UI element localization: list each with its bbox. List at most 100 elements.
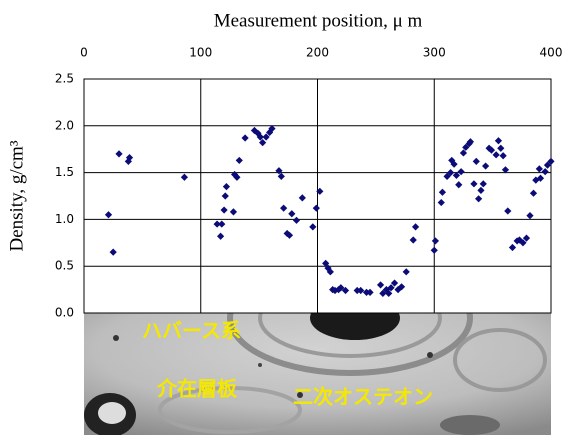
data-point	[508, 243, 517, 252]
data-point	[256, 133, 264, 141]
data-point	[431, 237, 440, 245]
data-point	[497, 144, 505, 152]
y-axis-title: Density, g/cm³	[6, 140, 27, 251]
annotation: 介在層板	[156, 377, 238, 401]
data-point	[376, 281, 385, 289]
data-point	[430, 246, 438, 254]
data-point	[526, 212, 534, 220]
data-point	[125, 154, 134, 162]
y-tick-label: 0.0	[55, 306, 74, 320]
data-point	[452, 171, 461, 180]
data-point	[216, 232, 225, 240]
data-point	[312, 204, 320, 212]
data-point	[482, 162, 490, 170]
data-point	[104, 211, 113, 219]
x-tick-label: 0	[80, 46, 88, 60]
y-tick-label: 1.5	[55, 165, 74, 179]
data-point	[241, 134, 249, 142]
data-point	[450, 160, 458, 168]
data-point	[437, 198, 445, 207]
data-point	[337, 284, 345, 292]
data-point	[250, 126, 259, 135]
data-point	[326, 268, 334, 276]
data-point	[438, 188, 447, 196]
data-point	[515, 236, 524, 244]
data-point	[492, 151, 500, 159]
data-point	[455, 181, 463, 189]
data-point	[292, 216, 301, 224]
data-point	[322, 259, 330, 267]
annotation: ハバース系	[142, 319, 241, 343]
data-point	[280, 204, 288, 212]
data-point	[470, 180, 478, 188]
data-point	[254, 129, 262, 137]
data-point	[109, 248, 117, 256]
data-point	[218, 220, 226, 228]
x-tick-label: 100	[189, 46, 212, 60]
data-point	[487, 146, 496, 154]
y-tick-label: 0.5	[55, 259, 74, 273]
data-point	[115, 150, 123, 158]
data-point	[233, 173, 241, 181]
data-point	[385, 289, 393, 297]
data-point	[494, 137, 503, 145]
data-point	[229, 208, 238, 216]
data-point	[535, 165, 543, 173]
x-tick-label: 300	[423, 46, 446, 60]
data-point	[519, 239, 527, 247]
data-point	[285, 231, 294, 239]
data-point	[357, 286, 365, 295]
data-point	[402, 268, 410, 276]
data-point	[283, 229, 291, 238]
data-point	[411, 223, 420, 231]
data-point	[390, 279, 399, 287]
data-point	[180, 173, 189, 181]
data-point	[220, 206, 228, 214]
data-point	[472, 157, 480, 165]
data-point	[262, 133, 270, 141]
data-point	[309, 223, 317, 231]
data-point	[259, 139, 267, 147]
x-tick-label: 200	[306, 46, 329, 60]
data-point	[543, 161, 552, 169]
data-point	[235, 156, 243, 165]
data-point	[316, 187, 324, 195]
data-point	[475, 195, 483, 203]
data-point	[536, 174, 545, 182]
x-tick-label: 400	[540, 46, 563, 60]
data-point	[499, 152, 507, 160]
data-point	[462, 143, 470, 151]
data-point	[221, 192, 229, 200]
data-point	[459, 149, 468, 157]
data-point	[366, 288, 374, 297]
data-point	[529, 189, 538, 197]
data-point	[397, 283, 406, 291]
annotation: 二次オステオン	[293, 385, 433, 409]
data-point	[379, 289, 387, 297]
data-point	[466, 138, 475, 146]
data-point	[275, 167, 283, 175]
data-point	[457, 168, 465, 176]
data-point	[446, 169, 455, 177]
data-point	[288, 210, 296, 218]
data-point	[501, 166, 510, 174]
data-point	[504, 207, 512, 215]
data-point	[522, 234, 531, 242]
data-point	[331, 286, 339, 295]
data-point	[477, 186, 485, 194]
data-point	[268, 125, 276, 133]
y-tick-label: 1.0	[55, 212, 74, 226]
data-point	[213, 220, 221, 228]
y-tick-label: 2.5	[55, 72, 74, 86]
data-point	[387, 284, 395, 292]
data-point	[443, 172, 451, 180]
data-point	[277, 172, 285, 180]
data-point	[547, 157, 555, 165]
y-tick-label: 2.0	[55, 118, 74, 132]
data-point	[341, 286, 350, 295]
data-point	[334, 286, 343, 294]
data-point	[222, 183, 231, 191]
data-point	[541, 168, 549, 176]
data-point	[409, 236, 417, 244]
